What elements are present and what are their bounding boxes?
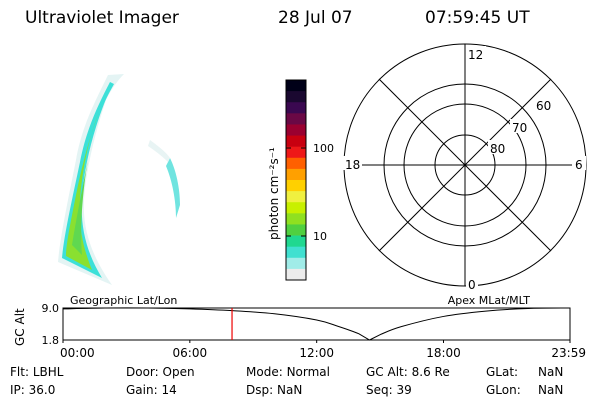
y-tick-label: 9.0 [42,302,60,315]
status-gcalt: GC Alt: 8.6 Re [366,365,450,379]
glon-value: NaN [538,383,564,397]
x-tick-label: 23:59 [551,346,586,360]
x-tick-label: 06:00 [173,346,208,360]
gc-alt-line [62,307,571,341]
dsp-value: NaN [276,383,303,397]
colorbar-label: photon cm⁻²s⁻¹ [267,147,281,240]
status-dsp: Dsp: NaN [246,383,303,397]
colorbar-swatch [286,268,306,281]
status-door: Door: Open [126,365,195,379]
gain-value: 14 [161,383,177,397]
colorbar-swatch [286,80,306,92]
colorbar-swatch [286,180,306,192]
mlt-label-0: 0 [468,278,476,292]
timeline-chart: 9.0 1.800:00 06:00 12:00 18:00 23:59 [42,302,587,360]
timeline-y-title: GC Alt [13,308,27,346]
lat-label-80: 80 [490,142,505,156]
status-mode: Mode: Normal [246,365,330,379]
gcalt-value: 8.6 Re [411,365,450,379]
aurora-image [58,74,180,285]
status-ip: IP: 36.0 [10,383,56,397]
time-label: 07:59:45 UT [425,8,530,28]
colorbar-swatch [286,91,306,103]
mlt-label-6: 6 [575,158,583,172]
colorbar-swatch [286,191,306,203]
mlt-label-12: 12 [468,48,483,62]
timeline-frame [62,307,571,341]
colorbar-swatch [286,235,306,248]
status-glon: GLon: NaN [486,383,564,397]
polar-grid [343,43,587,287]
x-tick-label: 12:00 [299,346,334,360]
colorbar-swatch [286,224,306,237]
door-value: Open [162,365,195,379]
lat-label-70: 70 [512,121,527,135]
colorbar-swatch [286,213,306,225]
flt-value: LBHL [32,365,64,379]
colorbar-swatch [286,102,306,114]
mode-value: Normal [286,365,330,379]
ip-value: 36.0 [28,383,56,397]
colorbar [285,79,307,281]
instrument-title: Ultraviolet Imager [25,8,179,28]
colorbar-swatch [286,246,306,259]
y-tick-label: 1.8 [42,334,60,347]
date-label: 28 Jul 07 [278,8,353,28]
timeline-right-label: Apex MLat/MLT [448,294,531,307]
colorbar-swatch [286,257,306,270]
lat-label-60: 60 [536,99,551,113]
seq-value: 39 [396,383,412,397]
colorbar-swatch [286,135,306,148]
colorbar-tick-100: 100 [313,142,334,155]
colorbar-swatch [286,202,306,214]
colorbar-frame [285,79,307,281]
glat-value: NaN [538,365,564,379]
mlt-label-18: 18 [345,158,360,172]
colorbar-swatch [286,113,306,125]
status-gain: Gain: 14 [126,383,177,397]
x-tick-label: 00:00 [60,346,95,360]
colorbar-swatch [286,168,306,181]
colorbar-swatch [286,146,306,159]
timeline-left-label: Geographic Lat/Lon [70,294,177,307]
status-seq: Seq: 39 [366,383,412,397]
x-tick-label: 18:00 [426,346,461,360]
colorbar-swatch [286,124,306,137]
colorbar-swatch [286,157,306,170]
colorbar-tick-10: 10 [313,230,327,243]
status-flt: Flt: LBHL [10,365,64,379]
status-glat: GLat: NaN [486,365,564,379]
